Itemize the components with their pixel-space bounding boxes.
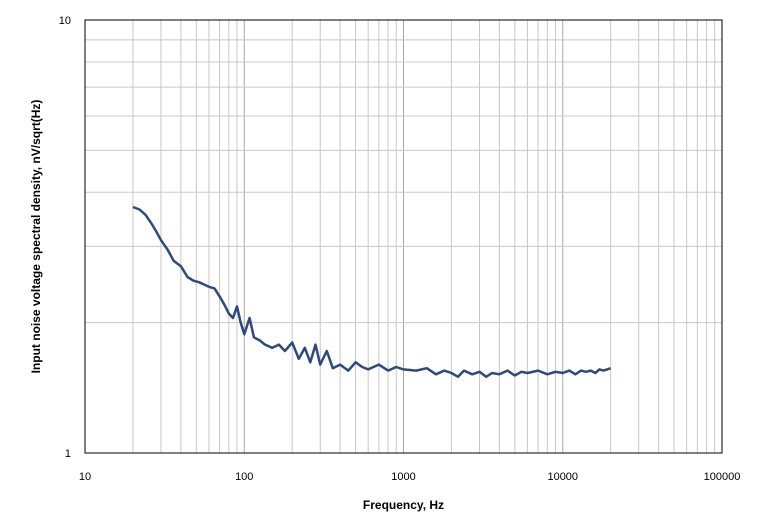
x-tick-label: 100 — [235, 471, 253, 483]
series-line — [132, 205, 612, 379]
x-tick-label: 10000 — [547, 471, 578, 483]
y-tick-label: 1 — [65, 448, 71, 460]
plot-frame — [84, 19, 723, 454]
grid — [84, 20, 722, 453]
x-tick-label: 100000 — [704, 471, 741, 483]
x-tick-label: 1000 — [391, 471, 415, 483]
y-tick-label: 10 — [59, 15, 71, 27]
tick-labels: 10 100 1000 10000 100000 1 10 — [59, 15, 741, 483]
y-axis-label: Input noise voltage spectral density, nV… — [29, 100, 43, 374]
x-tick-label: 10 — [79, 471, 91, 483]
x-axis-label: Frequency, Hz — [363, 498, 444, 512]
